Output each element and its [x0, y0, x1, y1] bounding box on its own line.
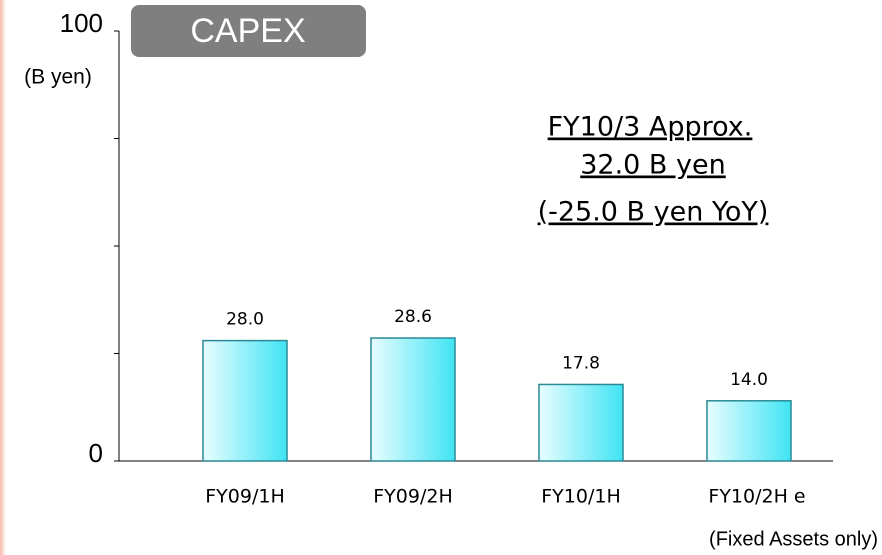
- title-box: [131, 5, 366, 57]
- note: (Fixed Assets only): [709, 528, 878, 550]
- y-tick-label: 100: [60, 8, 103, 38]
- y-unit: (B yen): [24, 66, 92, 89]
- annotation: (-25.0 B yen YoY): [538, 197, 769, 228]
- value-label: 14.0: [730, 370, 768, 390]
- value-label: 28.0: [226, 310, 264, 330]
- x-tick-label: FY09/2H: [373, 486, 453, 508]
- x-tick-label: FY10/2H e: [708, 486, 805, 508]
- edge-strip: [0, 0, 6, 555]
- bar: [370, 337, 456, 462]
- x-tick-label: FY09/1H: [205, 486, 285, 508]
- value-label: 17.8: [562, 353, 600, 373]
- y-tick-label: 0: [89, 438, 103, 468]
- value-label: 28.6: [394, 307, 432, 327]
- bar: [706, 400, 792, 462]
- chart-title: CAPEX: [190, 12, 305, 50]
- bar: [202, 339, 288, 462]
- bar: [538, 383, 624, 462]
- annotation: FY10/3 Approx.: [548, 112, 753, 143]
- annotation: 32.0 B yen: [580, 150, 726, 181]
- x-tick-label: FY10/1H: [541, 486, 621, 508]
